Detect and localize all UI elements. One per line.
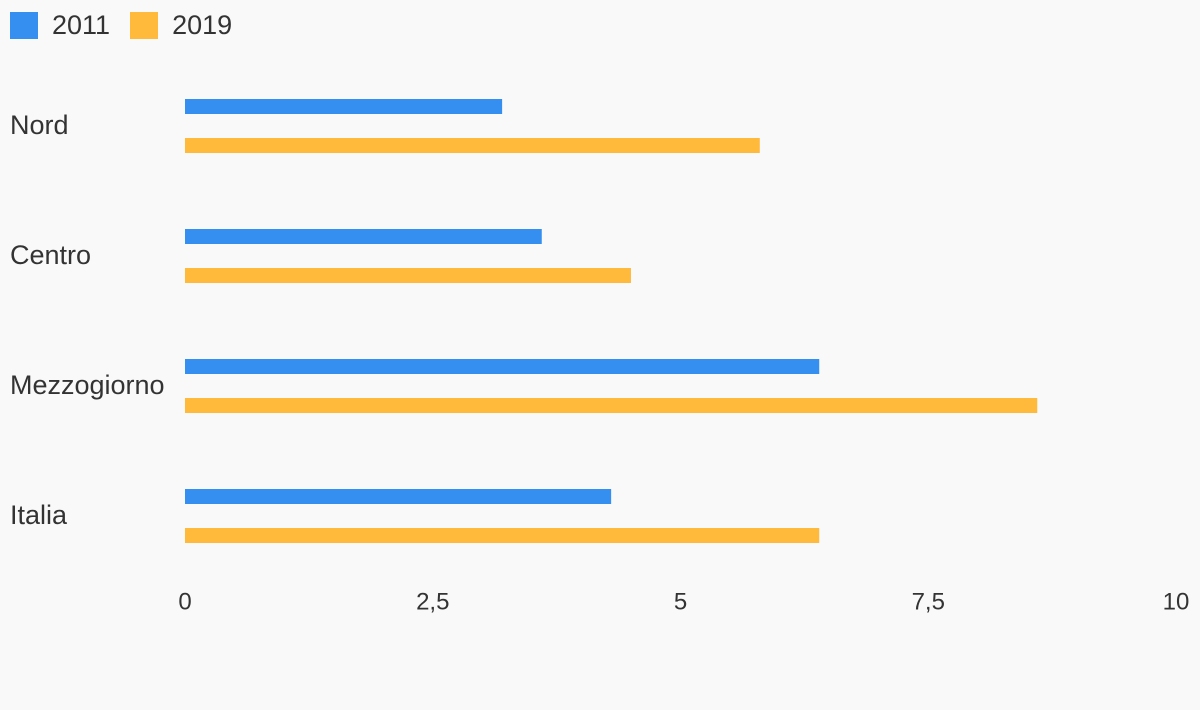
category-label-centro: Centro — [10, 240, 91, 270]
x-tick-label: 2,5 — [416, 588, 449, 615]
category-label-nord: Nord — [10, 110, 69, 140]
category-label-mezzogiorno: Mezzogiorno — [10, 370, 165, 400]
category-labels: Nord Centro Mezzogiorno Italia — [10, 110, 165, 530]
legend: 2011 2019 — [10, 10, 252, 40]
bars — [185, 99, 1038, 543]
bar-italia-2019[interactable] — [185, 528, 820, 543]
x-tick-label: 5 — [674, 588, 687, 615]
legend-label-2019: 2019 — [172, 10, 233, 40]
bar-centro-2011[interactable] — [185, 229, 542, 244]
x-tick-label: 10 — [1163, 588, 1190, 615]
bar-nord-2019[interactable] — [185, 138, 760, 153]
legend-label-2011: 2011 — [52, 10, 111, 40]
x-tick-label: 0 — [178, 588, 191, 615]
legend-swatch-2011 — [10, 11, 38, 39]
x-axis-tick-labels: 0 2,5 5 7,5 10 — [178, 588, 1189, 615]
bar-mezzogiorno-2019[interactable] — [185, 398, 1038, 413]
bar-nord-2011[interactable] — [185, 99, 503, 114]
legend-item-2011[interactable]: 2011 — [10, 10, 110, 40]
x-tick-label: 7,5 — [912, 588, 945, 615]
category-label-italia: Italia — [10, 500, 68, 530]
bar-mezzogiorno-2011[interactable] — [185, 359, 820, 374]
bar-centro-2019[interactable] — [185, 268, 631, 283]
legend-swatch-2019 — [130, 11, 159, 39]
bar-italia-2011[interactable] — [185, 489, 612, 504]
legend-item-2019[interactable]: 2019 — [130, 10, 232, 40]
